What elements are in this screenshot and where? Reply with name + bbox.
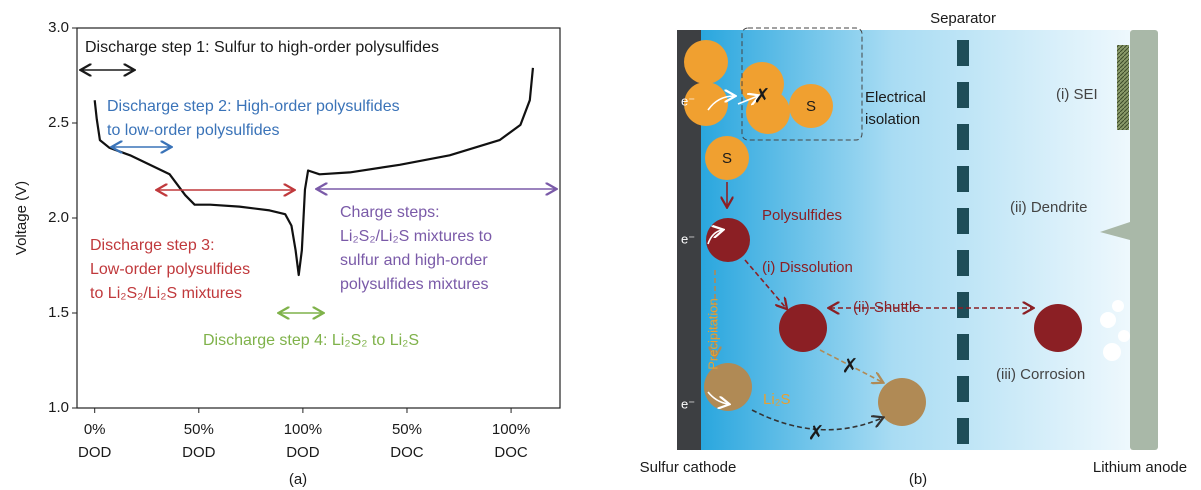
x-tick-label: 50%DOC: [390, 421, 424, 461]
precipitation-label: Precipitation: [705, 298, 720, 370]
x-tick-label: 0%DOD: [78, 421, 112, 461]
separator-label: Separator: [930, 10, 996, 27]
x-tick-label: 100%DOC: [492, 421, 530, 461]
annotation: Charge steps:: [340, 204, 440, 221]
shuttle-label: (ii) Shuttle: [853, 299, 921, 316]
caption: (b): [909, 471, 927, 488]
x-tick-label: 50%DOD: [182, 421, 216, 461]
polysulfide: [1034, 304, 1082, 352]
dissolution-label: (i) Dissolution: [762, 259, 853, 276]
li2s-particle: [878, 378, 926, 426]
polysulfides-label: Polysulfides: [762, 207, 842, 224]
y-tick-label: 2.0: [48, 209, 69, 226]
sei-label: (i) SEI: [1056, 86, 1098, 103]
annotation: to low-order polysulfides: [107, 122, 280, 139]
sulfur-label: S: [806, 98, 816, 115]
sei-layer: [1117, 45, 1129, 130]
annotation: Discharge step 2: High-order polysulfide…: [107, 98, 400, 115]
x-tick-label: 100%DOD: [284, 421, 322, 461]
corrosion-label: (iii) Corrosion: [996, 366, 1085, 383]
electron-label: e⁻: [681, 93, 695, 108]
plot-frame: [77, 28, 560, 408]
li2s-label: Li₂S: [763, 391, 791, 408]
y-axis-label: Voltage (V): [13, 181, 30, 255]
y-tick-label: 2.5: [48, 114, 69, 131]
anode-plate: [1130, 30, 1158, 450]
cross-mark: ✗: [754, 85, 771, 107]
annotation: Discharge step 3:: [90, 237, 215, 254]
diagram: ✗ ✗ ✗ Separator S S Electrical isolation…: [640, 10, 1187, 488]
dendrite-label: (ii) Dendrite: [1010, 199, 1088, 216]
polysulfide: [779, 304, 827, 352]
cross-mark: ✗: [842, 355, 859, 377]
y-tick-label: 1.0: [48, 399, 69, 416]
cross-mark: ✗: [808, 422, 825, 444]
sulfur-label: S: [722, 150, 732, 167]
page: Voltage (V) (a): [0, 0, 1201, 490]
cathode-label: Sulfur cathode: [640, 459, 737, 476]
annotation: to Li₂S₂/Li₂S mixtures: [90, 285, 242, 302]
annotation: Discharge step 1: Sulfur to high-order p…: [85, 39, 439, 56]
annotation: Low-order polysulfides: [90, 261, 250, 278]
annotation: Li₂S₂/Li₂S mixtures to: [340, 228, 492, 245]
y-tick-label: 3.0: [48, 19, 69, 36]
isolation-label: Electrical: [865, 89, 926, 106]
annotation: sulfur and high-order: [340, 252, 488, 269]
figure: Voltage (V) (a): [0, 0, 1201, 490]
electron-label: e⁻: [681, 396, 695, 411]
caption: (a): [289, 471, 307, 488]
y-tick-label: 1.5: [48, 304, 69, 321]
annotation: polysulfides mixtures: [340, 276, 489, 293]
polysulfide: [706, 218, 750, 262]
isolation-label: isolation: [865, 111, 920, 128]
annotation: Discharge step 4: Li₂S₂ to Li₂S: [203, 332, 419, 349]
electron-label: e⁻: [681, 231, 695, 246]
anode-label: Lithium anode: [1093, 459, 1187, 476]
